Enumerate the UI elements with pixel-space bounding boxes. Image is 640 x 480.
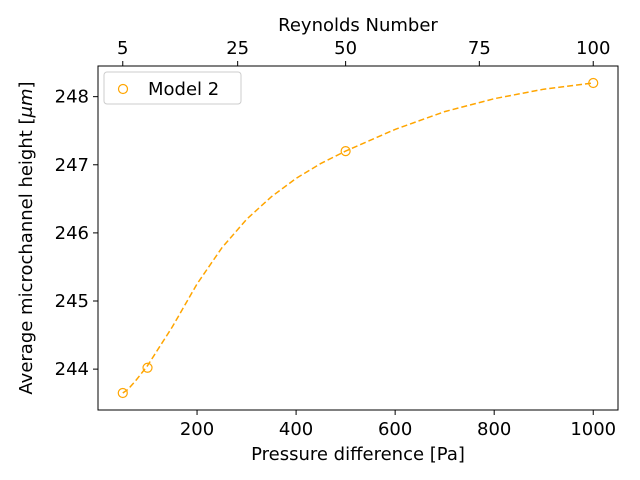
data-point	[142, 362, 153, 373]
x-tick-label: 1000	[570, 419, 616, 440]
y-tick-label: 245	[55, 291, 89, 312]
legend-label: Model 2	[148, 79, 219, 100]
y-tick-label: 248	[55, 87, 89, 108]
top-axis-label: Reynolds Number	[278, 15, 438, 36]
top-tick-label: 50	[334, 38, 357, 59]
data-point	[588, 77, 599, 89]
data-point	[340, 146, 351, 157]
x-axis: 200 400 600 800 1000	[180, 410, 616, 440]
y-tick-label: 244	[55, 359, 89, 380]
legend-marker	[117, 83, 129, 95]
y-axis-label-unit: μm	[16, 88, 37, 118]
model-2-fit-line	[122, 82, 594, 394]
model-2-points	[117, 77, 599, 399]
data-point	[117, 387, 128, 399]
y-axis-label: Average microchannel height [μm]	[16, 81, 37, 394]
top-tick-label: 25	[226, 38, 249, 59]
top-tick-label: 100	[576, 38, 610, 59]
legend: Model 2	[103, 71, 242, 105]
y-axis: 244 245 246 247 248	[55, 87, 98, 380]
plot-area	[97, 65, 619, 411]
top-x-axis: 5 25 50 75 100	[117, 38, 610, 66]
x-axis-label: Pressure difference [Pa]	[251, 444, 465, 465]
y-axis-label-text: Average microchannel height [	[16, 117, 37, 394]
y-axis-label-close: ]	[16, 81, 37, 88]
x-tick-label: 400	[279, 419, 313, 440]
x-tick-label: 600	[378, 419, 412, 440]
x-tick-label: 800	[477, 419, 511, 440]
top-tick-label: 5	[117, 38, 128, 59]
x-tick-label: 200	[180, 419, 214, 440]
legend-box	[103, 71, 242, 105]
y-tick-label: 247	[55, 155, 89, 176]
y-tick-label: 246	[55, 223, 89, 244]
top-tick-label: 75	[468, 38, 491, 59]
